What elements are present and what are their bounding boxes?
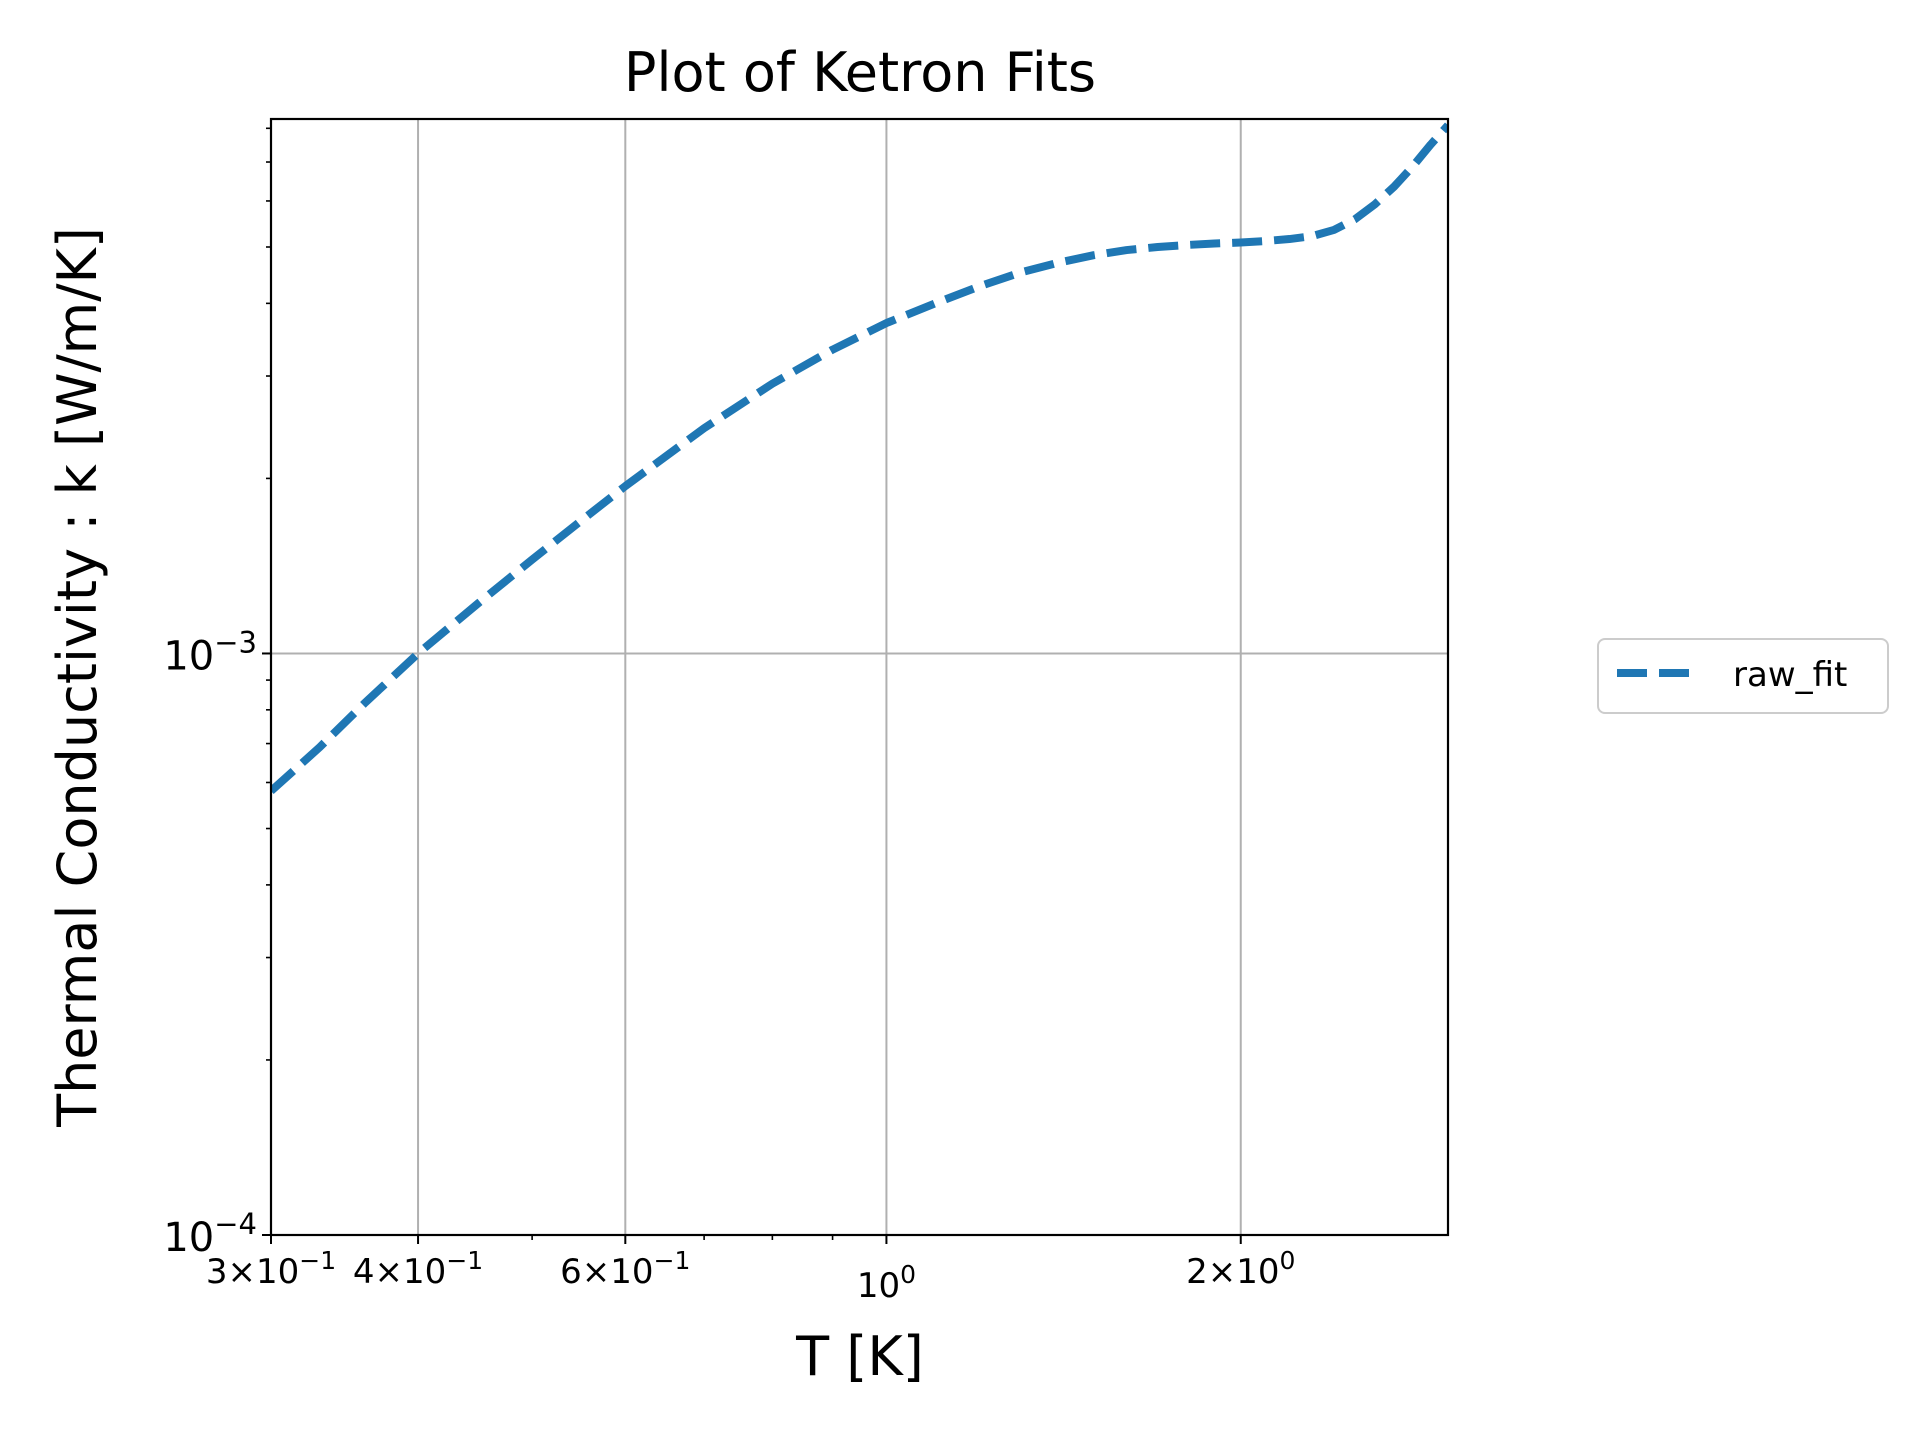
legend-label-raw-fit: raw_fit: [1733, 655, 1847, 695]
x-tick-label: 2×100: [1186, 1246, 1295, 1292]
x-tick-label: 3×10−1: [206, 1246, 336, 1292]
x-tick-label: 6×10−1: [560, 1246, 690, 1292]
legend-box: [1597, 638, 1889, 714]
y-axis-label: Thermal Conductivity : k [W/m/K]: [46, 227, 109, 1128]
series-layer: [271, 122, 1448, 795]
x-tick-label: 4×10−1: [353, 1246, 483, 1292]
axes-frame: [269, 117, 1450, 1237]
x-tick-label: 100: [857, 1260, 916, 1306]
x-axis-ticks: 3×10−1 4×10−1 6×10−1 100 2×100: [206, 1235, 1295, 1306]
y-axis-ticks: 10−4 10−3: [163, 127, 271, 1261]
x-axis-label: T [K]: [795, 1325, 924, 1388]
chart-title: Plot of Ketron Fits: [624, 41, 1096, 104]
y-tick-label: 10−4: [163, 1207, 257, 1261]
legend: raw_fit: [1597, 638, 1889, 714]
series-line-raw-fit: [271, 122, 1448, 795]
y-tick-label: 10−3: [163, 625, 257, 679]
grid-lines: [271, 119, 1448, 1235]
